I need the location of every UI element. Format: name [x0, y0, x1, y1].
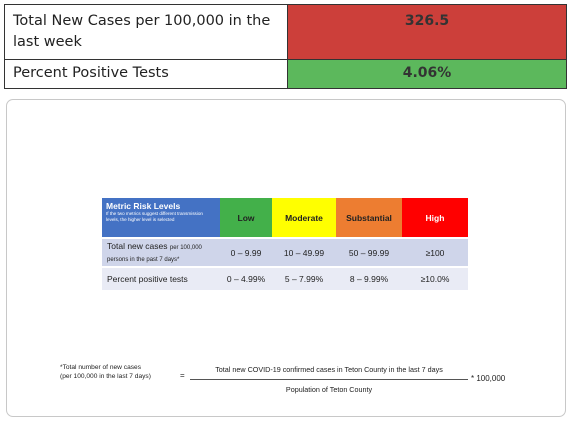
row-label-new-cases: Total new cases per 100,000 persons in t… [102, 239, 220, 266]
level-low: Low [220, 198, 272, 237]
table-row: Total new cases per 100,000 persons in t… [102, 239, 468, 266]
table-row: Percent Positive Tests 4.06% [4, 59, 567, 89]
risk-levels-table: Metric Risk Levels If the two metrics su… [102, 198, 468, 290]
cell-value: 10 – 49.99 [272, 239, 336, 266]
risk-title-cell: Metric Risk Levels If the two metrics su… [102, 198, 220, 237]
percent-positive-label: Percent Positive Tests [4, 59, 288, 89]
formula-denominator: Population of Teton County [285, 385, 373, 394]
risk-levels-image: Metric Risk Levels If the two metrics su… [6, 99, 566, 417]
cell-value: 8 – 9.99% [336, 268, 402, 290]
new-cases-label: Total New Cases per 100,000 in the last … [4, 4, 288, 60]
cell-value: 0 – 4.99% [220, 268, 272, 290]
formula-equals: = [180, 371, 185, 380]
level-substantial: Substantial [336, 198, 402, 237]
row-label-percent-positive: Percent positive tests [102, 268, 220, 290]
formula-multiplier: * 100,000 [471, 374, 506, 383]
fraction-bar [190, 379, 468, 380]
formula-left-side: *Total number of new cases (per 100,000 … [60, 364, 151, 380]
cell-value: 5 – 7.99% [272, 268, 336, 290]
risk-header-row: Metric Risk Levels If the two metrics su… [102, 198, 468, 237]
percent-positive-value: 4.06% [287, 59, 567, 89]
table-row: Percent positive tests 0 – 4.99% 5 – 7.9… [102, 268, 468, 290]
metrics-summary-table: Total New Cases per 100,000 in the last … [4, 4, 567, 89]
level-moderate: Moderate [272, 198, 336, 237]
formula-numerator: Total new COVID-19 confirmed cases in Te… [215, 365, 443, 374]
table-row: Total New Cases per 100,000 in the last … [4, 4, 567, 60]
cell-value: ≥10.0% [402, 268, 468, 290]
cell-value: 50 – 99.99 [336, 239, 402, 266]
risk-subtitle: If the two metrics suggest different tra… [106, 211, 203, 222]
row-label-new-cases-detail: per 100,000 persons in the past 7 days* [107, 244, 202, 263]
level-high: High [402, 198, 468, 237]
cell-value: ≥100 [402, 239, 468, 266]
new-cases-value: 326.5 [287, 4, 567, 60]
risk-title: Metric Risk Levels [106, 201, 181, 211]
cell-value: 0 – 9.99 [220, 239, 272, 266]
case-rate-formula: *Total number of new cases (per 100,000 … [7, 100, 565, 416]
